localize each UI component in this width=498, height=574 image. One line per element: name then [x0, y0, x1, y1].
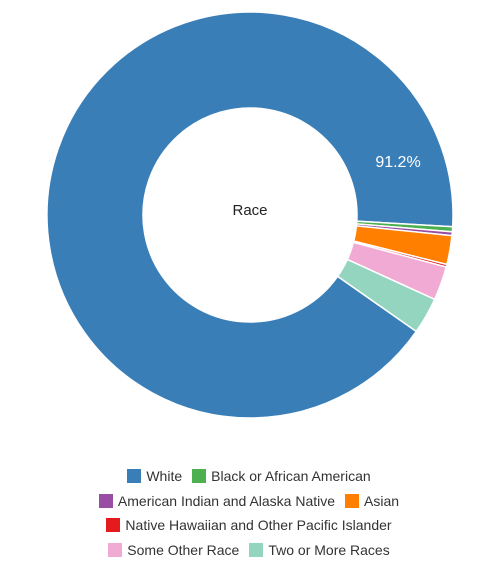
slices — [46, 11, 454, 419]
legend-item-black-or-african-american[interactable]: Black or African American — [192, 468, 371, 484]
data-labels: 91.2% — [375, 154, 420, 171]
legend-swatch — [127, 469, 142, 484]
legend-row: Native Hawaiian and Other Pacific Island… — [0, 513, 498, 538]
legend-row: Some Other Race Two or More Races — [0, 538, 498, 563]
legend-item-native-hawaiian-and-other-pacific-islander[interactable]: Native Hawaiian and Other Pacific Island… — [106, 517, 392, 534]
legend-swatch — [108, 542, 123, 557]
slice-white[interactable] — [46, 11, 454, 419]
legend-item-american-indian-and-alaska-native[interactable]: American Indian and Alaska Native — [98, 492, 336, 509]
legend-label: Native Hawaiian and Other Pacific Island… — [125, 517, 392, 534]
legend-label: Two or More Races — [268, 541, 390, 558]
legend-swatch — [249, 542, 264, 557]
legend-swatch — [98, 493, 113, 508]
legend-item-some-other-race[interactable]: Some Other Race — [108, 542, 239, 558]
center-label: Race — [232, 202, 267, 219]
legend-row: American Indian and Alaska Native Asian — [0, 489, 498, 514]
legend: White Black or African American American I… — [0, 464, 498, 562]
legend-label: Some Other Race — [127, 541, 240, 558]
legend-swatch — [345, 493, 360, 508]
data-label-white: 91.2% — [375, 154, 420, 171]
legend-swatch — [106, 518, 121, 533]
legend-label: White — [146, 468, 183, 485]
legend-label: American Indian and Alaska Native — [117, 492, 336, 509]
slice-two-or-more-races[interactable] — [336, 258, 436, 333]
donut-chart: Race 91.2% — [46, 11, 454, 419]
legend-swatch — [192, 469, 207, 484]
legend-item-white[interactable]: White — [127, 468, 182, 484]
legend-row: White Black or African American — [0, 464, 498, 489]
legend-item-asian[interactable]: Asian — [345, 493, 399, 509]
legend-label: Asian — [364, 492, 400, 509]
legend-label: Black or African American — [211, 468, 371, 485]
legend-item-two-or-more-races[interactable]: Two or More Races — [249, 541, 390, 558]
